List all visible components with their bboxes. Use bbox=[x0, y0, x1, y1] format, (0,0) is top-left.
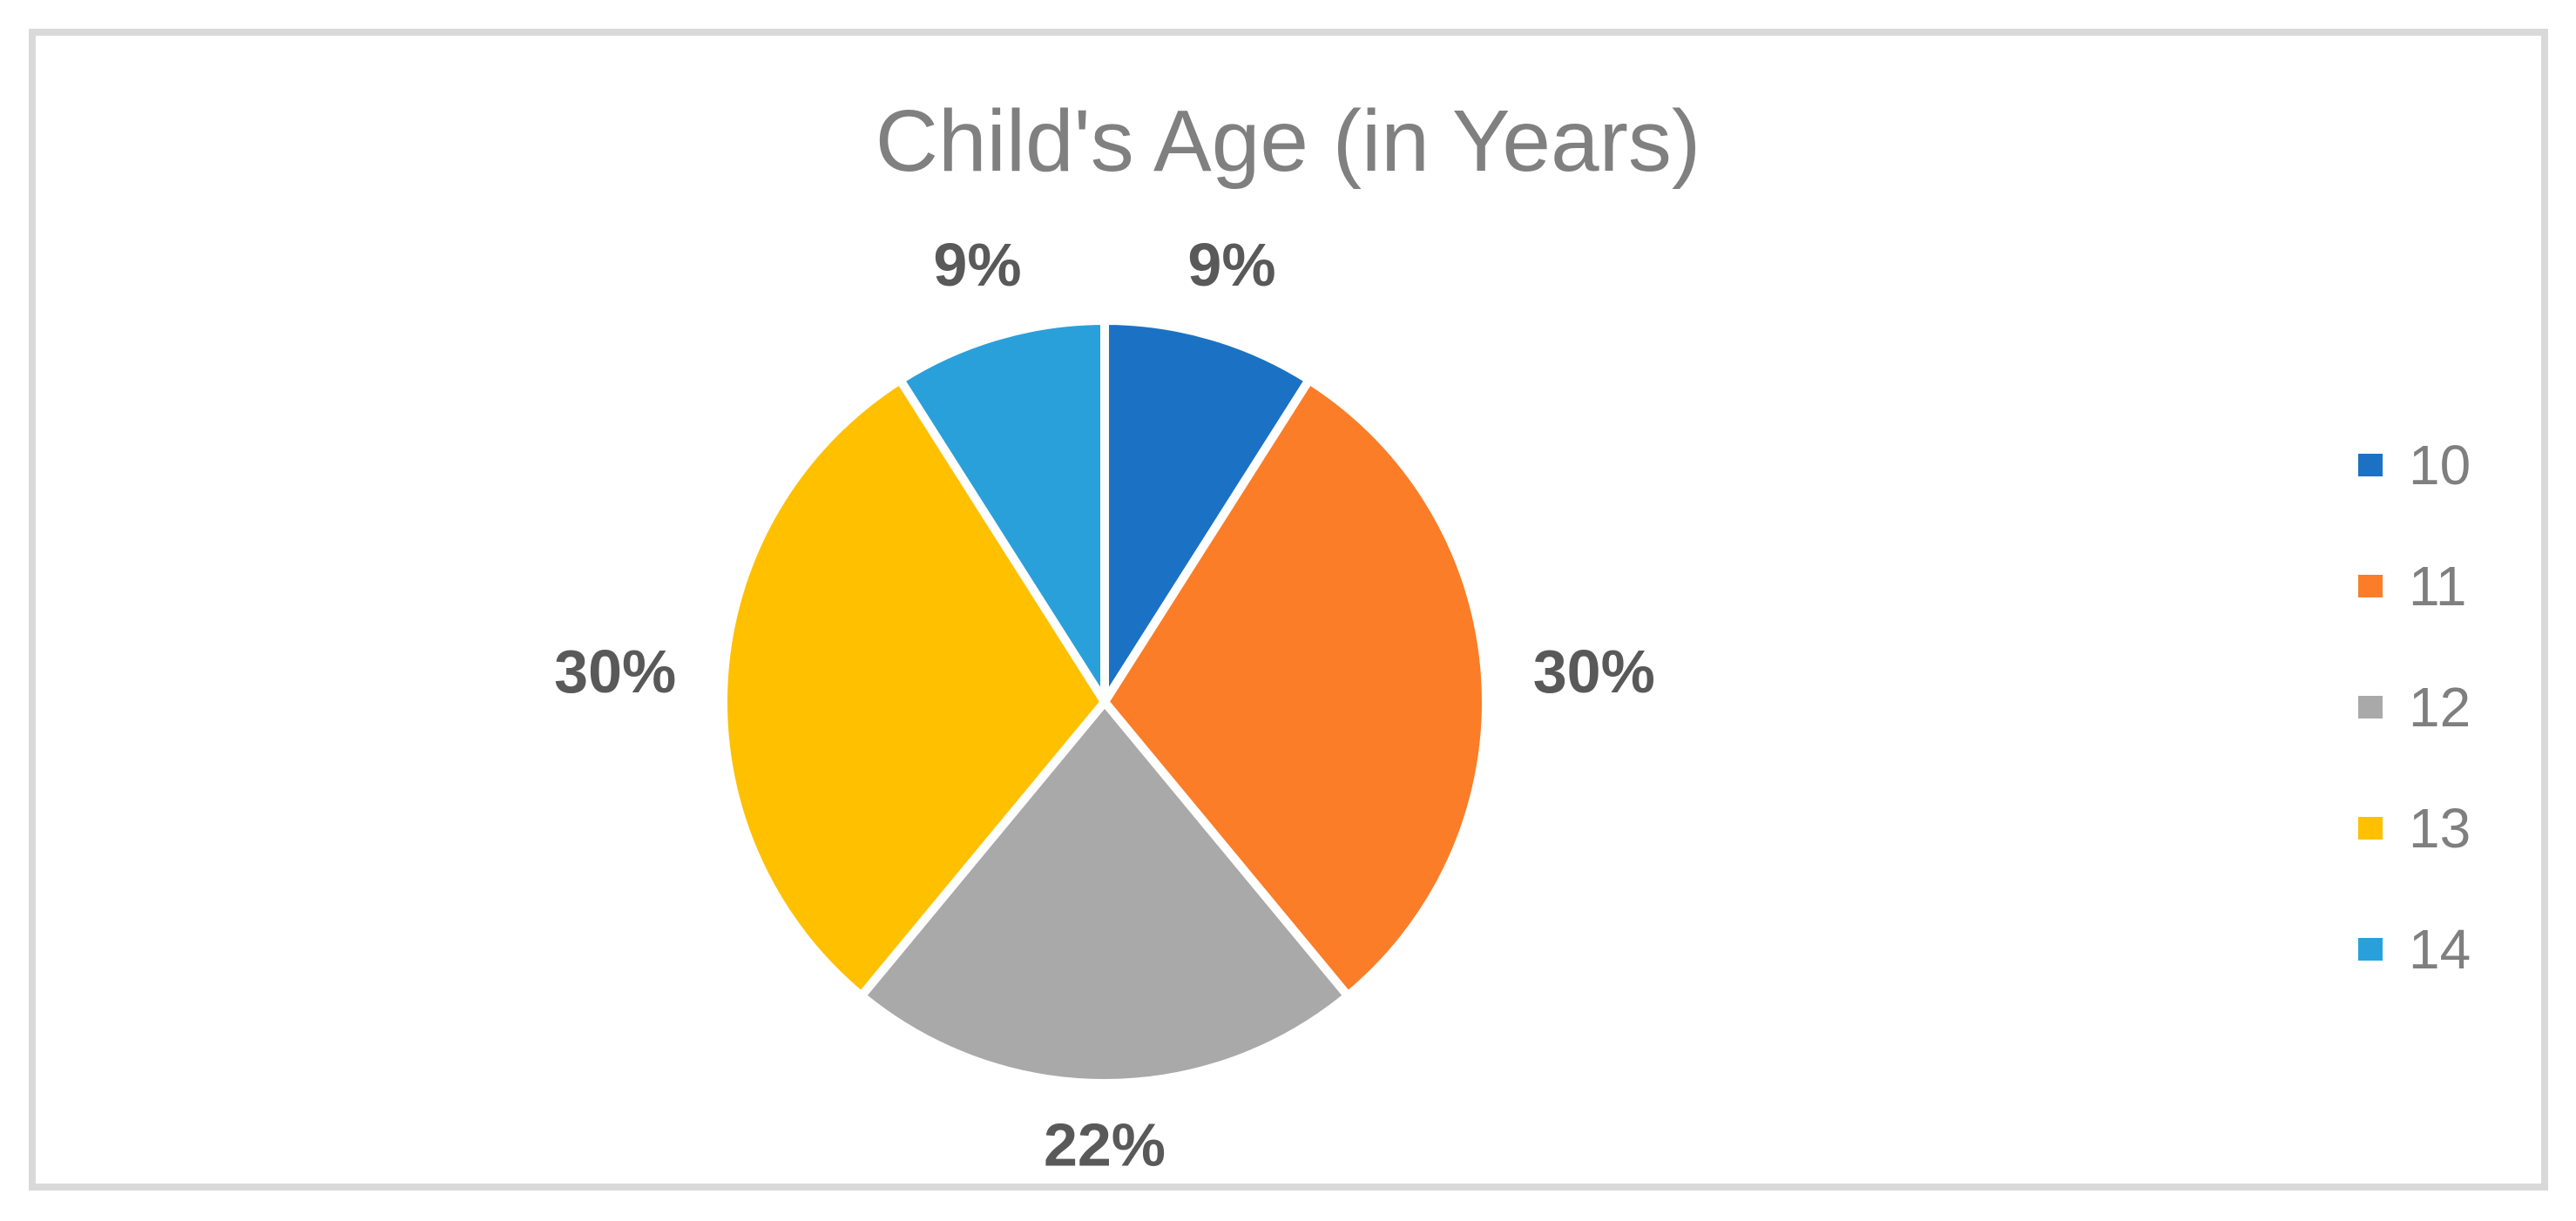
legend-swatch-12 bbox=[2358, 695, 2383, 718]
pie-slice-11 bbox=[1100, 375, 1491, 1001]
legend-label-10: 10 bbox=[2409, 433, 2471, 496]
legend-item-13: 13 bbox=[2358, 767, 2471, 888]
pie-slice-13 bbox=[719, 375, 1109, 1001]
pie-slice-12 bbox=[856, 698, 1353, 1088]
data-label-10: 9% bbox=[1187, 231, 1275, 299]
legend-label-13: 13 bbox=[2409, 796, 2471, 860]
legend-item-10: 10 bbox=[2358, 404, 2471, 525]
legend-swatch-13 bbox=[2358, 816, 2383, 840]
legend-item-14: 14 bbox=[2358, 888, 2471, 1009]
pie-slice-14 bbox=[896, 316, 1109, 706]
legend-label-11: 11 bbox=[2409, 554, 2467, 617]
data-label-11: 30% bbox=[1533, 637, 1655, 705]
legend-label-14: 14 bbox=[2409, 917, 2471, 981]
data-label-14: 9% bbox=[933, 231, 1021, 299]
legend: 10 11 12 13 14 bbox=[2358, 404, 2471, 1009]
legend-swatch-11 bbox=[2358, 574, 2383, 597]
legend-item-12: 12 bbox=[2358, 646, 2471, 767]
pie-slice-10 bbox=[1100, 316, 1314, 706]
legend-swatch-10 bbox=[2358, 453, 2383, 476]
legend-item-11: 11 bbox=[2358, 525, 2471, 646]
chart-title: Child's Age (in Years) bbox=[875, 92, 1701, 190]
legend-swatch-14 bbox=[2358, 937, 2383, 961]
data-label-12: 22% bbox=[1044, 1111, 1166, 1179]
chart-frame bbox=[29, 29, 2548, 1191]
data-label-13: 30% bbox=[554, 637, 676, 705]
legend-label-12: 12 bbox=[2409, 675, 2471, 739]
